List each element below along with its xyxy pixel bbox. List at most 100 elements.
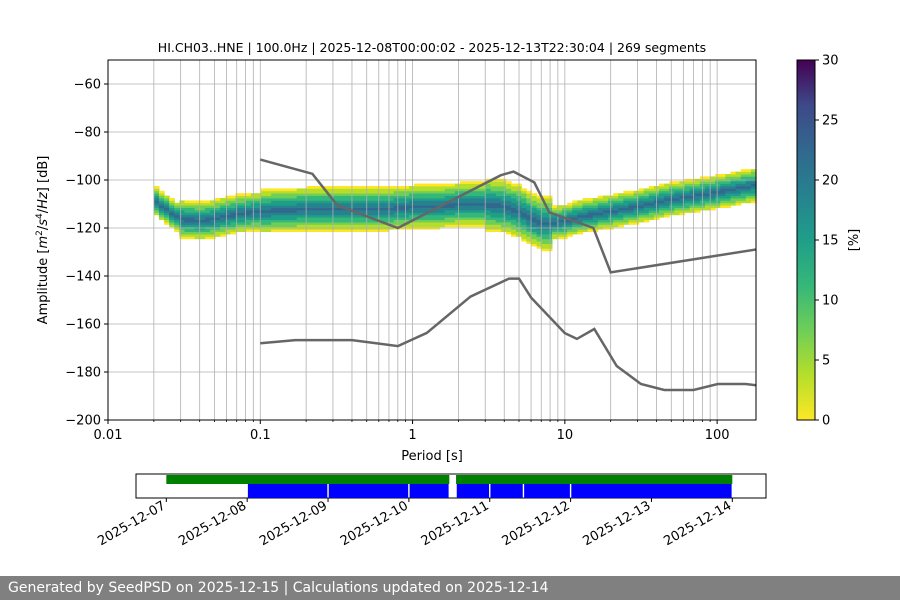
heatmap-cell [225,207,231,211]
heatmap-cell [500,214,507,218]
heatmap-cell [577,207,584,211]
heatmap-cell [347,219,354,223]
heatmap-cell [546,217,553,220]
heatmap-cell [194,200,201,204]
heatmap-cell [189,210,196,213]
heatmap-cell [194,231,201,235]
heatmap-cell [710,188,716,192]
heatmap-cell [694,205,701,208]
heatmap-cell [500,186,507,189]
heatmap-cell [393,210,400,213]
heatmap-cell [194,217,201,220]
heatmap-cell [179,202,186,206]
heatmap-cell [659,200,665,204]
heatmap-cell [505,212,512,216]
heatmap-cell [286,214,293,218]
heatmap-cell [490,219,497,223]
heatmap-cell [500,212,507,216]
heatmap-cell [424,200,430,204]
heatmap-cell [291,210,298,213]
heatmap-cell [587,214,594,218]
heatmap-cell [521,214,527,218]
heatmap-cell [286,188,293,192]
heatmap-cell [235,224,242,228]
heatmap-cell [495,186,502,189]
heatmap-cell [602,224,609,228]
heatmap-cell [164,202,170,206]
heatmap-cell [664,195,670,199]
heatmap-cell [587,217,594,220]
heatmap-cell [342,217,349,220]
heatmap-cell [306,210,313,213]
heatmap-cell [480,214,487,218]
heatmap-cell [174,222,180,225]
heatmap-cell [225,224,231,228]
noise-model-line-nhnm [259,158,756,274]
heatmap-cell [694,193,701,196]
heatmap-cell [184,207,191,211]
heatmap-cell [271,219,277,223]
heatmap-cell [337,193,344,196]
heatmap-cell [531,234,538,237]
heatmap-cell [674,198,681,201]
heatmap-cell [393,193,400,196]
heatmap-cell [296,198,303,201]
heatmap-cell [261,195,267,199]
heatmap-cell [623,217,630,220]
heatmap-cell [327,188,334,192]
heatmap-cell [669,212,675,216]
heatmap-cell [633,214,640,218]
heatmap-cell [546,238,553,242]
heatmap-cell [745,176,752,180]
heatmap-cell [485,207,492,211]
heatmap-cell [230,198,237,201]
heatmap-cell [174,224,180,228]
heatmap-cell [184,234,191,237]
heatmap-cell [296,214,303,218]
heatmap-cell [511,183,517,187]
y-tick-label: −140 [65,270,101,285]
heatmap-cell [495,207,502,211]
heatmap-cell [546,195,553,199]
heatmap-cell [158,195,165,199]
heatmap-cell [582,200,589,204]
heatmap-cell [480,195,487,199]
heatmap-cell [750,195,757,199]
heatmap-cell [189,234,196,237]
heatmap-cell [215,212,221,216]
heatmap-cell [429,190,436,194]
heatmap-cell [225,214,231,218]
heatmap-cell [602,198,609,201]
heatmap-cell [669,186,675,189]
heatmap-cell [312,217,318,220]
heatmap-cell [368,193,374,196]
heatmap-cell [373,224,379,228]
heatmap-cell [735,186,742,189]
heatmap-cell [485,183,492,187]
heatmap-cell [454,212,461,216]
heatmap-cell [628,214,635,218]
heatmap-cell [317,229,323,232]
heatmap-cell [174,202,180,206]
heatmap-cell [470,202,476,206]
heatmap-cell [592,214,599,218]
heatmap-cell [485,188,492,192]
heatmap-cell [332,195,339,199]
heatmap-cell [704,207,711,211]
heatmap-cell [439,190,446,194]
heatmap-cell [179,219,186,223]
heatmap-cell [715,183,721,187]
heatmap-cell [184,231,191,235]
heatmap-cell [199,205,206,208]
heatmap-cell [434,214,441,218]
heatmap-cell [526,198,533,201]
heatmap-cell [720,183,726,187]
heatmap-cell [215,205,221,208]
heatmap-cell [220,210,226,213]
heatmap-cell [230,214,237,218]
heatmap-cell [322,205,328,208]
heatmap-cell [592,222,599,225]
heatmap-cell [184,217,191,220]
heatmap-cell [567,212,573,216]
heatmap-cell [158,202,165,206]
